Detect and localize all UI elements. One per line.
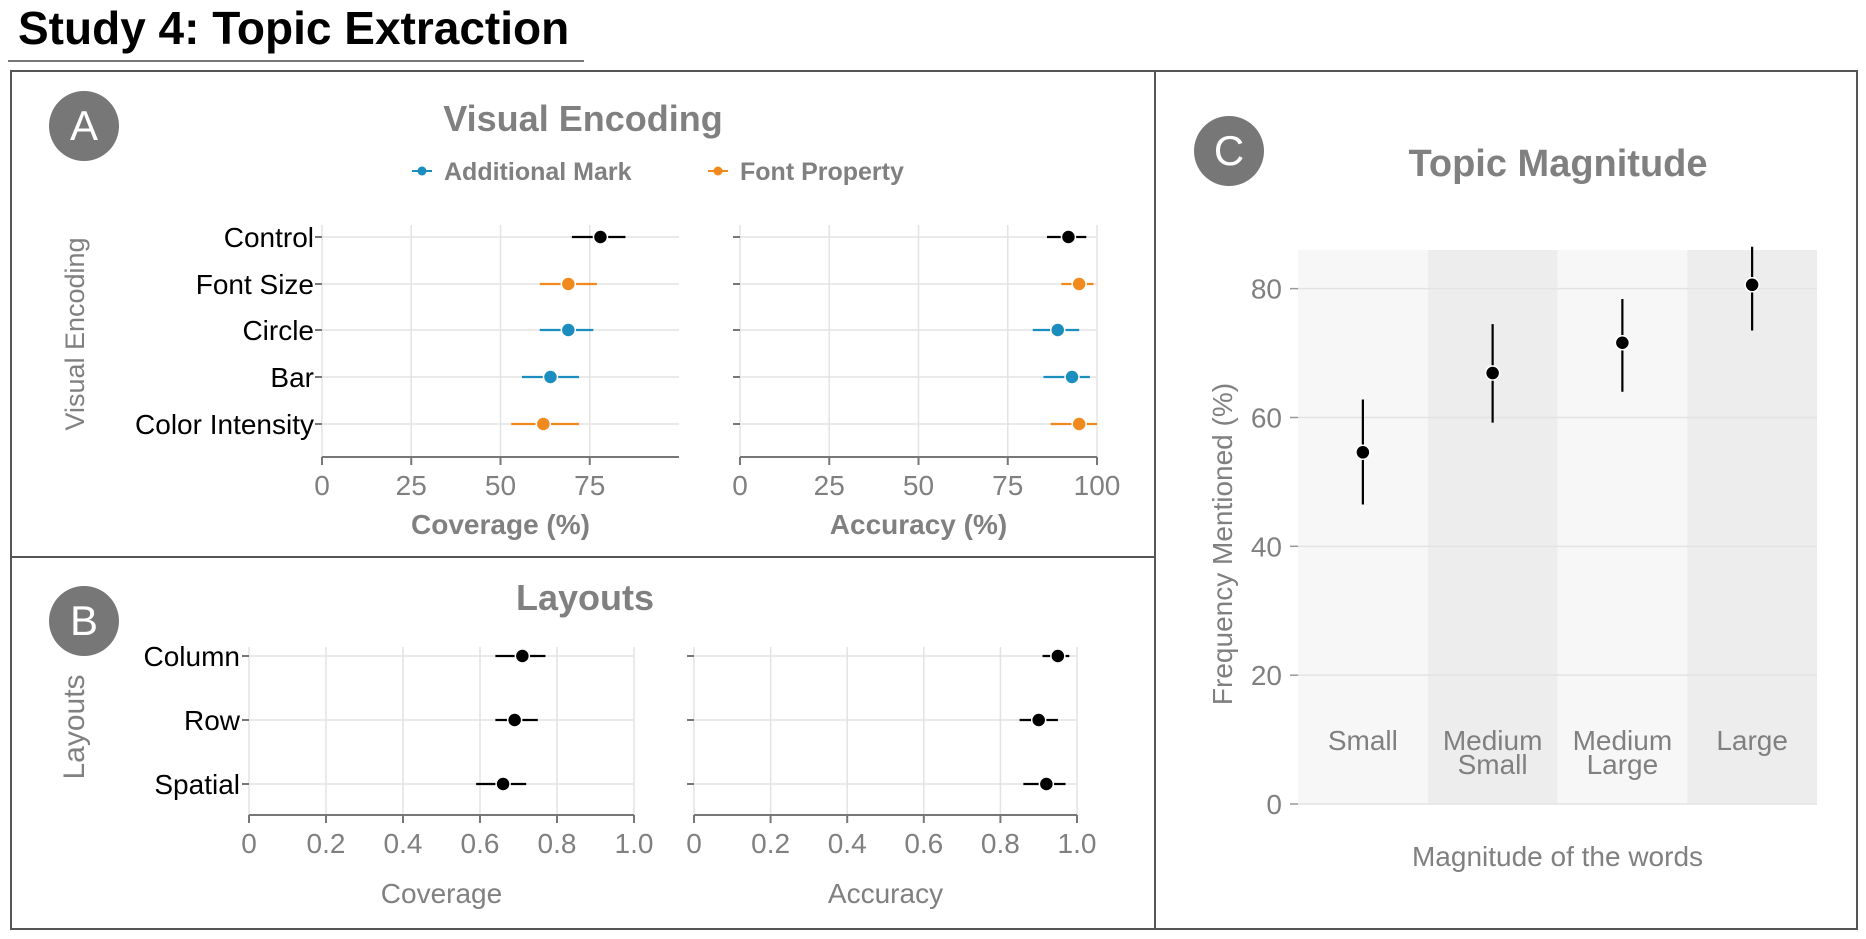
category-label: Medium [1573, 725, 1673, 756]
x-tick-label: 25 [814, 470, 845, 501]
y-axis-title: Layouts [58, 674, 91, 779]
category-label: Medium [1443, 725, 1543, 756]
data-point [1049, 322, 1066, 338]
category-label: Small [1458, 749, 1528, 780]
category-band [1298, 250, 1428, 804]
x-tick-label: 0 [732, 470, 748, 501]
x-axis-title: Magnitude of the words [1412, 841, 1703, 872]
x-axis-title: Coverage [381, 878, 502, 909]
legend-swatch-dot [713, 166, 723, 176]
y-tick-label: 20 [1251, 660, 1282, 691]
y-tick-label: 40 [1251, 531, 1282, 562]
data-point [1064, 369, 1080, 385]
y-tick-label: 0 [1266, 789, 1282, 820]
data-point [495, 776, 511, 792]
x-tick-label: 1.0 [615, 828, 654, 859]
title-underline [8, 60, 584, 62]
x-axis-title: Coverage (%) [411, 509, 590, 540]
x-axis-title: Accuracy (%) [830, 509, 1007, 540]
legend-swatch-dot [417, 166, 427, 176]
data-point [535, 416, 552, 432]
x-tick-label: 0.8 [981, 828, 1020, 859]
x-tick-label: 0.6 [461, 828, 500, 859]
category-label: Large [1587, 749, 1659, 780]
data-point [1030, 712, 1047, 728]
category-label: Color Intensity [135, 409, 314, 440]
category-band [1687, 250, 1817, 804]
category-label: Column [144, 641, 240, 672]
x-axis-title: Accuracy [828, 878, 943, 909]
category-label: Spatial [154, 769, 240, 800]
x-tick-label: 0.6 [904, 828, 943, 859]
x-tick-label: 75 [992, 470, 1023, 501]
y-axis-title: Frequency Mentioned (%) [1207, 383, 1238, 705]
data-point [1744, 277, 1760, 293]
y-tick-label: 60 [1251, 402, 1282, 433]
data-point [1355, 444, 1371, 461]
data-point [1038, 776, 1055, 792]
chart-title: Layouts [516, 577, 654, 618]
page-title: Study 4: Topic Extraction [18, 2, 570, 54]
chart-title: Topic Magnitude [1408, 143, 1707, 185]
panel-c-badge: C [1194, 116, 1264, 186]
x-tick-label: 50 [485, 470, 516, 501]
x-tick-label: 25 [396, 470, 427, 501]
x-tick-label: 0.2 [307, 828, 346, 859]
data-point [1614, 335, 1631, 351]
x-tick-label: 0 [241, 828, 257, 859]
x-tick-label: 75 [574, 470, 605, 501]
x-tick-label: 100 [1074, 470, 1121, 501]
panel-a-badge: A [49, 91, 119, 161]
x-tick-label: 1.0 [1058, 828, 1097, 859]
data-point [560, 276, 577, 292]
x-tick-label: 50 [903, 470, 934, 501]
x-tick-label: 0 [314, 470, 330, 501]
visual-encoding-chart: Visual Encoding Additional Mark Font Prope… [60, 98, 1120, 540]
x-tick-label: 0.4 [828, 828, 867, 859]
category-label: Large [1716, 725, 1788, 756]
x-tick-label: 0 [686, 828, 702, 859]
y-tick-label: 80 [1251, 274, 1282, 305]
data-point [506, 712, 523, 728]
data-point [1484, 365, 1501, 381]
data-point [560, 322, 577, 338]
data-point [1060, 229, 1077, 245]
y-axis-title: Visual Encoding [60, 237, 90, 430]
category-label: Bar [270, 362, 314, 393]
chart-title: Visual Encoding [443, 98, 722, 139]
category-label: Font Size [196, 269, 314, 300]
category-label: Row [184, 705, 241, 736]
panel-b-badge: B [49, 586, 119, 656]
data-point [542, 369, 559, 385]
data-point [1071, 416, 1087, 432]
data-point [592, 229, 609, 245]
data-point [514, 648, 531, 664]
x-tick-label: 0.8 [538, 828, 577, 859]
data-point [1071, 276, 1087, 292]
category-label: Small [1328, 725, 1398, 756]
legend-label: Font Property [740, 158, 904, 186]
category-label: Control [224, 222, 314, 253]
category-label: Circle [242, 315, 314, 346]
legend-label: Additional Mark [444, 158, 632, 186]
x-tick-label: 0.2 [751, 828, 790, 859]
x-tick-label: 0.4 [384, 828, 423, 859]
data-point [1050, 648, 1066, 664]
panel-visual-encoding [10, 70, 1156, 558]
